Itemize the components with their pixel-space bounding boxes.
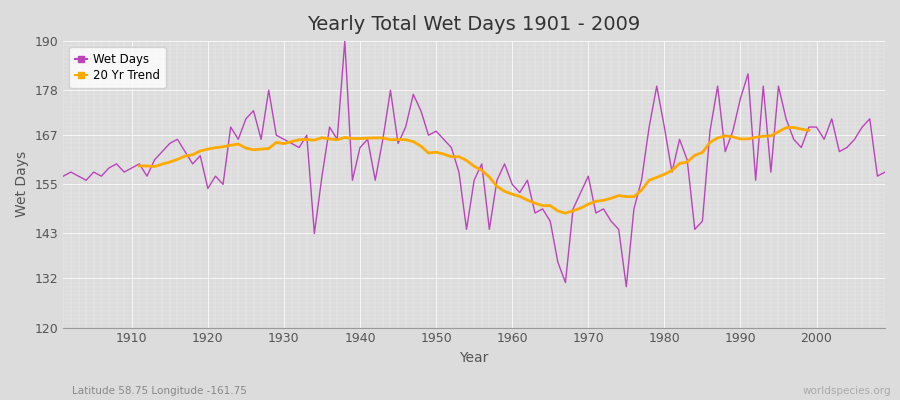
Title: Yearly Total Wet Days 1901 - 2009: Yearly Total Wet Days 1901 - 2009 [308,15,641,34]
Text: Latitude 58.75 Longitude -161.75: Latitude 58.75 Longitude -161.75 [72,386,247,396]
Y-axis label: Wet Days: Wet Days [15,151,29,218]
Text: worldspecies.org: worldspecies.org [803,386,891,396]
Legend: Wet Days, 20 Yr Trend: Wet Days, 20 Yr Trend [69,47,166,88]
X-axis label: Year: Year [460,351,489,365]
